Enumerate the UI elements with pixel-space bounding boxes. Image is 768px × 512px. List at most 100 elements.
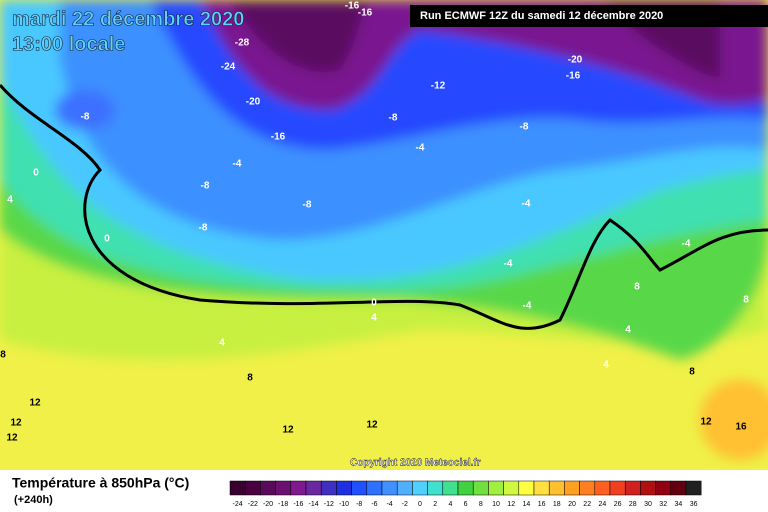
colorbar-cell	[670, 480, 687, 496]
contour-label: -8	[303, 200, 312, 211]
colorbar-label: 22	[583, 501, 591, 508]
legend-title: Température à 850hPa (°C)	[12, 475, 189, 491]
contour-label: 12	[700, 417, 712, 428]
colorbar-cell	[427, 480, 444, 496]
contour-label: -8	[199, 223, 208, 234]
colorbar-label: -8	[356, 501, 362, 508]
colorbar-cell	[685, 480, 702, 496]
copyright: Copyright 2020 Meteociel.fr	[350, 458, 481, 469]
colorbar-cell	[290, 480, 307, 496]
temperature-field	[0, 0, 768, 470]
contour-label: 8	[0, 350, 6, 361]
colorbar-cell	[624, 480, 641, 496]
colorbar-label: -18	[278, 501, 288, 508]
colorbar-cell	[442, 480, 459, 496]
contour-label: -4	[522, 199, 531, 210]
colorbar-label: 0	[418, 501, 422, 508]
contour-label: -8	[389, 113, 398, 124]
contour-label: -4	[682, 239, 691, 250]
contour-label: -28	[235, 38, 250, 49]
colorbar-cell	[244, 480, 261, 496]
colorbar-label: 12	[507, 501, 515, 508]
contour-label: -4	[416, 143, 425, 154]
contour-labels: -16-16-28-24-20-16-8-12-20-16-8-8-4-8-4-…	[0, 1, 749, 444]
contour-label: 8	[689, 367, 695, 378]
colorbar-label: 36	[690, 501, 698, 508]
contour-label: -12	[431, 81, 446, 92]
colorbar-cell	[518, 480, 535, 496]
time: 13:00 locale	[12, 33, 125, 55]
colorbar-cell	[366, 480, 383, 496]
contour-label: 12	[10, 418, 22, 429]
contour-label: 4	[371, 313, 377, 324]
colorbar-label: -24	[233, 501, 243, 508]
contour-label: -8	[520, 122, 529, 133]
colorbar-cell	[548, 480, 565, 496]
contour-label: 12	[6, 433, 18, 444]
contour-label: -16	[271, 132, 286, 143]
colorbar-label: 24	[599, 501, 607, 508]
colorbar-label: 8	[479, 501, 483, 508]
colorbar-cell	[381, 480, 398, 496]
colorbar-cell	[351, 480, 368, 496]
colorbar-cell	[229, 480, 246, 496]
contour-label: 0	[33, 168, 39, 179]
colorbar-label: 32	[659, 501, 667, 508]
colorbar-label: 30	[644, 501, 652, 508]
contour-label: -16	[345, 1, 360, 12]
contour-label: 12	[29, 398, 41, 409]
colorbar: -24 -22 -20 -18 -16 -14 -12 -10 -8 -6 -4 -2 0 2 4 6 8 10 1…	[229, 480, 702, 508]
colorbar-label: 34	[675, 501, 683, 508]
contour-label: 8	[743, 295, 749, 306]
colorbar-label: 2	[433, 501, 437, 508]
run-label: Run ECMWF 12Z du samedi 12 décembre 2020	[420, 10, 663, 22]
colorbar-label: 18	[553, 501, 561, 508]
colorbar-label: -14	[309, 501, 319, 508]
colorbar-cell	[336, 480, 352, 496]
colorbar-cell	[275, 480, 292, 496]
colorbar-cell	[533, 480, 550, 496]
colorbar-cell	[260, 480, 276, 496]
contour-label: 12	[366, 420, 378, 431]
contour-label: 12	[282, 425, 294, 436]
contour-label: -8	[81, 112, 90, 123]
contour-label: 0	[104, 234, 110, 245]
contour-label: -20	[246, 97, 261, 108]
colorbar-cell	[564, 480, 580, 496]
colorbar-label: -4	[386, 501, 392, 508]
contour-label: 0	[371, 298, 377, 309]
colorbar-cell	[609, 480, 626, 496]
colorbar-label: 14	[523, 501, 531, 508]
colorbar-cell	[579, 480, 596, 496]
contour-label: -4	[233, 159, 242, 170]
colorbar-cell	[503, 480, 520, 496]
colorbar-label: 6	[464, 501, 468, 508]
contour-label: 4	[219, 338, 225, 349]
contour-label: -20	[568, 55, 583, 66]
colorbar-label: 16	[538, 501, 546, 508]
run-box	[410, 5, 768, 27]
colorbar-label: -22	[248, 501, 258, 508]
colorbar-label: 26	[614, 501, 622, 508]
contour-label: 4	[7, 195, 13, 206]
colorbar-cell	[305, 480, 322, 496]
colorbar-cell	[640, 480, 656, 496]
contour-label: -4	[523, 301, 532, 312]
colorbar-label: -6	[371, 501, 377, 508]
colorbar-label: 20	[568, 501, 576, 508]
colorbar-cell	[488, 480, 504, 496]
contour-label: -16	[566, 71, 581, 82]
contour-label: -4	[504, 259, 513, 270]
colorbar-label: 4	[448, 501, 452, 508]
colorbar-label: -20	[263, 501, 273, 508]
contour-label: -16	[358, 8, 373, 19]
contour-label: 8	[634, 282, 640, 293]
contour-label: 4	[603, 360, 609, 371]
colorbar-label: -10	[339, 501, 349, 508]
contour-label: -8	[201, 181, 210, 192]
legend-lead: (+240h)	[14, 494, 53, 506]
colorbar-cell	[412, 480, 428, 496]
title: mardi 22 décembre 2020	[12, 8, 244, 30]
